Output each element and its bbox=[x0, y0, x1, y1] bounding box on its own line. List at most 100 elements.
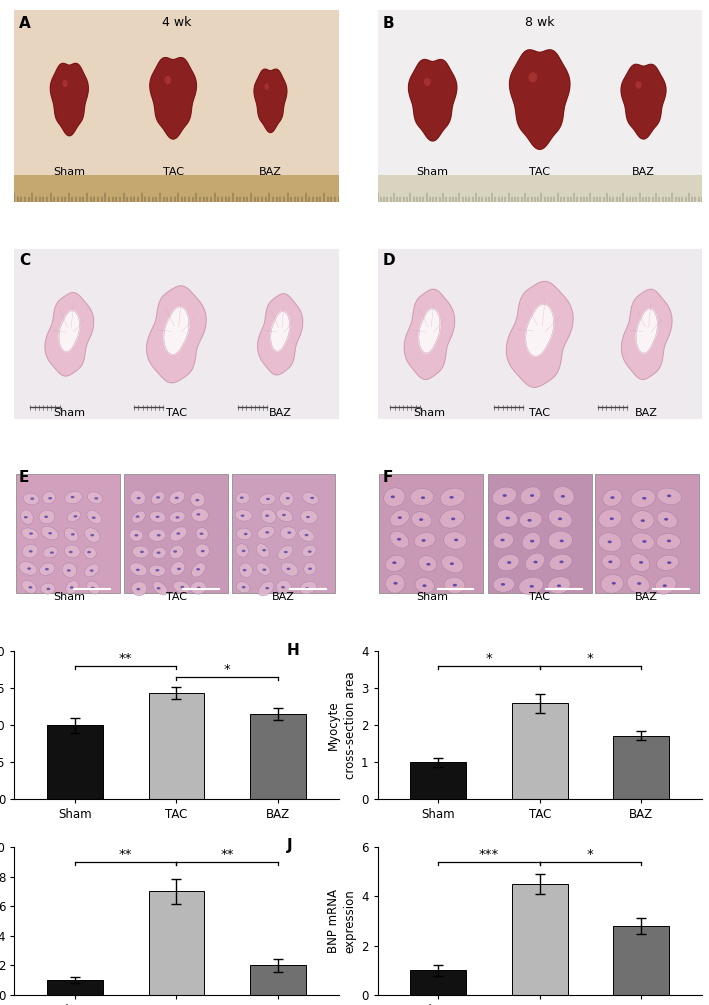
Ellipse shape bbox=[71, 495, 74, 498]
Text: Sham: Sham bbox=[417, 167, 449, 177]
Ellipse shape bbox=[41, 583, 55, 594]
Ellipse shape bbox=[520, 512, 542, 528]
Ellipse shape bbox=[664, 518, 669, 521]
Ellipse shape bbox=[603, 489, 622, 507]
Ellipse shape bbox=[30, 497, 34, 499]
Ellipse shape bbox=[277, 510, 293, 522]
Ellipse shape bbox=[155, 516, 160, 518]
Ellipse shape bbox=[414, 533, 435, 548]
Ellipse shape bbox=[261, 510, 277, 524]
Text: BAZ: BAZ bbox=[269, 408, 291, 417]
Ellipse shape bbox=[176, 517, 179, 519]
Text: 8 wk: 8 wk bbox=[525, 16, 554, 29]
Ellipse shape bbox=[44, 516, 48, 518]
Ellipse shape bbox=[390, 532, 409, 548]
Ellipse shape bbox=[87, 551, 91, 554]
Ellipse shape bbox=[71, 533, 74, 536]
Ellipse shape bbox=[421, 539, 425, 542]
Polygon shape bbox=[150, 57, 196, 139]
Ellipse shape bbox=[22, 581, 36, 593]
Ellipse shape bbox=[28, 586, 33, 589]
Ellipse shape bbox=[265, 515, 269, 517]
Ellipse shape bbox=[67, 511, 81, 522]
Ellipse shape bbox=[525, 553, 545, 571]
Ellipse shape bbox=[132, 582, 147, 596]
Ellipse shape bbox=[19, 562, 37, 575]
Polygon shape bbox=[506, 281, 573, 387]
Ellipse shape bbox=[22, 545, 38, 558]
Ellipse shape bbox=[602, 555, 621, 570]
Ellipse shape bbox=[265, 531, 269, 534]
Text: H: H bbox=[286, 642, 299, 657]
Ellipse shape bbox=[157, 587, 160, 590]
Ellipse shape bbox=[29, 533, 33, 535]
Text: BAZ: BAZ bbox=[635, 593, 658, 602]
Text: Sham: Sham bbox=[53, 593, 85, 602]
Ellipse shape bbox=[157, 552, 160, 554]
Ellipse shape bbox=[632, 511, 654, 530]
Ellipse shape bbox=[257, 527, 274, 539]
Bar bbox=[250, 966, 306, 995]
Ellipse shape bbox=[423, 584, 427, 587]
Ellipse shape bbox=[498, 555, 519, 571]
Ellipse shape bbox=[301, 511, 318, 524]
Ellipse shape bbox=[69, 551, 73, 553]
Text: *: * bbox=[587, 847, 593, 860]
Ellipse shape bbox=[174, 581, 190, 593]
Polygon shape bbox=[254, 69, 287, 133]
Ellipse shape bbox=[135, 534, 138, 537]
Text: 4 wk: 4 wk bbox=[162, 16, 191, 29]
Ellipse shape bbox=[67, 569, 71, 572]
Ellipse shape bbox=[90, 570, 94, 572]
Ellipse shape bbox=[493, 577, 515, 592]
Ellipse shape bbox=[22, 528, 38, 540]
Ellipse shape bbox=[50, 552, 54, 554]
Ellipse shape bbox=[304, 563, 316, 575]
Text: Sham: Sham bbox=[53, 408, 85, 417]
Ellipse shape bbox=[286, 497, 290, 499]
Ellipse shape bbox=[169, 546, 184, 559]
Ellipse shape bbox=[151, 491, 164, 505]
Ellipse shape bbox=[84, 547, 96, 559]
Ellipse shape bbox=[21, 510, 33, 525]
Ellipse shape bbox=[235, 510, 252, 522]
Text: ***: *** bbox=[479, 847, 499, 860]
Text: TAC: TAC bbox=[529, 167, 550, 177]
Ellipse shape bbox=[196, 514, 201, 516]
Ellipse shape bbox=[454, 539, 458, 542]
Ellipse shape bbox=[287, 532, 291, 534]
Ellipse shape bbox=[384, 487, 405, 507]
Ellipse shape bbox=[191, 563, 206, 577]
Ellipse shape bbox=[86, 581, 100, 594]
Ellipse shape bbox=[279, 491, 294, 507]
Ellipse shape bbox=[440, 510, 464, 528]
Ellipse shape bbox=[240, 515, 245, 517]
Ellipse shape bbox=[450, 495, 454, 498]
Ellipse shape bbox=[286, 568, 291, 570]
Ellipse shape bbox=[87, 511, 101, 524]
Ellipse shape bbox=[171, 562, 185, 576]
Text: *: * bbox=[486, 652, 492, 665]
Text: C: C bbox=[19, 253, 30, 267]
Bar bbox=[613, 736, 669, 799]
Ellipse shape bbox=[667, 494, 671, 497]
Ellipse shape bbox=[530, 585, 534, 588]
Polygon shape bbox=[45, 292, 94, 376]
Ellipse shape bbox=[191, 492, 205, 507]
Ellipse shape bbox=[39, 511, 55, 524]
Ellipse shape bbox=[180, 586, 184, 588]
Ellipse shape bbox=[631, 489, 655, 508]
Ellipse shape bbox=[598, 510, 622, 528]
Ellipse shape bbox=[608, 541, 612, 544]
Ellipse shape bbox=[237, 529, 252, 540]
Ellipse shape bbox=[197, 587, 201, 589]
Polygon shape bbox=[164, 307, 189, 355]
Ellipse shape bbox=[501, 583, 505, 586]
Ellipse shape bbox=[305, 587, 309, 590]
Ellipse shape bbox=[442, 556, 464, 573]
Ellipse shape bbox=[298, 529, 314, 542]
Ellipse shape bbox=[173, 551, 177, 553]
Ellipse shape bbox=[242, 586, 245, 588]
Ellipse shape bbox=[65, 491, 82, 504]
Ellipse shape bbox=[282, 514, 286, 517]
